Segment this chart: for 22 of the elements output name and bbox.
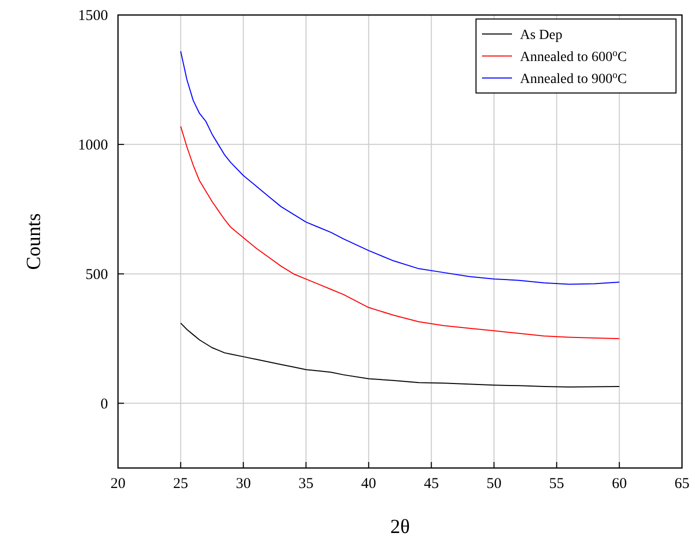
x-tick-label: 50 bbox=[486, 476, 502, 492]
x-tick-label: 30 bbox=[236, 476, 251, 492]
legend-label: As Dep bbox=[520, 28, 562, 43]
y-tick-label: 1500 bbox=[78, 8, 108, 24]
x-tick-label: 20 bbox=[110, 476, 126, 492]
x-tick-label: 60 bbox=[612, 476, 627, 492]
x-tick-label: 55 bbox=[549, 476, 564, 492]
x-axis-title: 2θ bbox=[390, 516, 410, 538]
y-tick-label: 500 bbox=[86, 266, 108, 283]
legend-label: Annealed to 600$^{o}$C bbox=[520, 48, 627, 65]
x-tick-label: 25 bbox=[173, 476, 188, 492]
x-tick-label: 65 bbox=[674, 476, 690, 492]
line-series bbox=[180, 50, 620, 285]
y-tick-label: 1000 bbox=[78, 137, 108, 154]
x-tick-label: 40 bbox=[361, 476, 376, 492]
y-axis-title: Counts bbox=[23, 212, 45, 270]
y-tick-label: 0 bbox=[100, 396, 108, 412]
x-tick-label: 45 bbox=[424, 476, 439, 492]
legend-label: Annealed to 900$^{o}$C bbox=[520, 70, 627, 87]
line-series bbox=[180, 322, 620, 388]
line-series bbox=[180, 126, 620, 340]
x-tick-label: 35 bbox=[298, 476, 314, 492]
